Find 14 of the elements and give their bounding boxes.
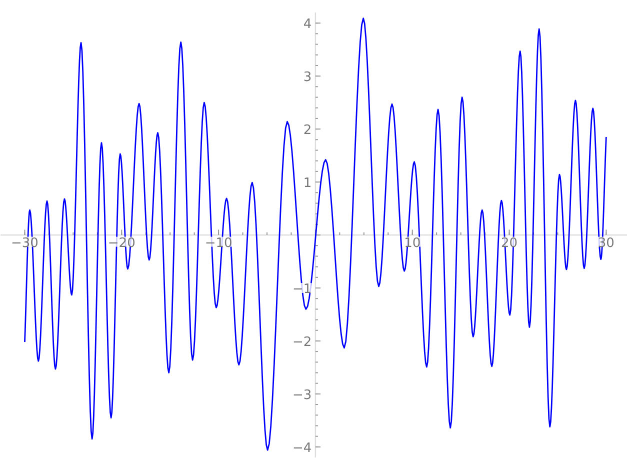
x-tick-label: −10 [204, 236, 232, 251]
y-tick-label: −3 [292, 388, 312, 403]
y-tick-label: −1 [292, 282, 312, 297]
y-tick-label: −4 [292, 440, 312, 456]
x-tick-label: 10 [404, 236, 421, 251]
y-tick-label: 3 [303, 70, 312, 86]
y-tick-label: 2 [303, 123, 312, 138]
y-tick-label: 1 [303, 176, 312, 192]
x-tick-label: 20 [501, 236, 518, 251]
x-tick-label: −30 [11, 236, 38, 251]
x-tick-label: 30 [598, 236, 614, 251]
y-tick-label: −2 [292, 334, 312, 350]
y-tick-label: 4 [303, 17, 312, 32]
x-tick-label: −20 [108, 236, 136, 251]
